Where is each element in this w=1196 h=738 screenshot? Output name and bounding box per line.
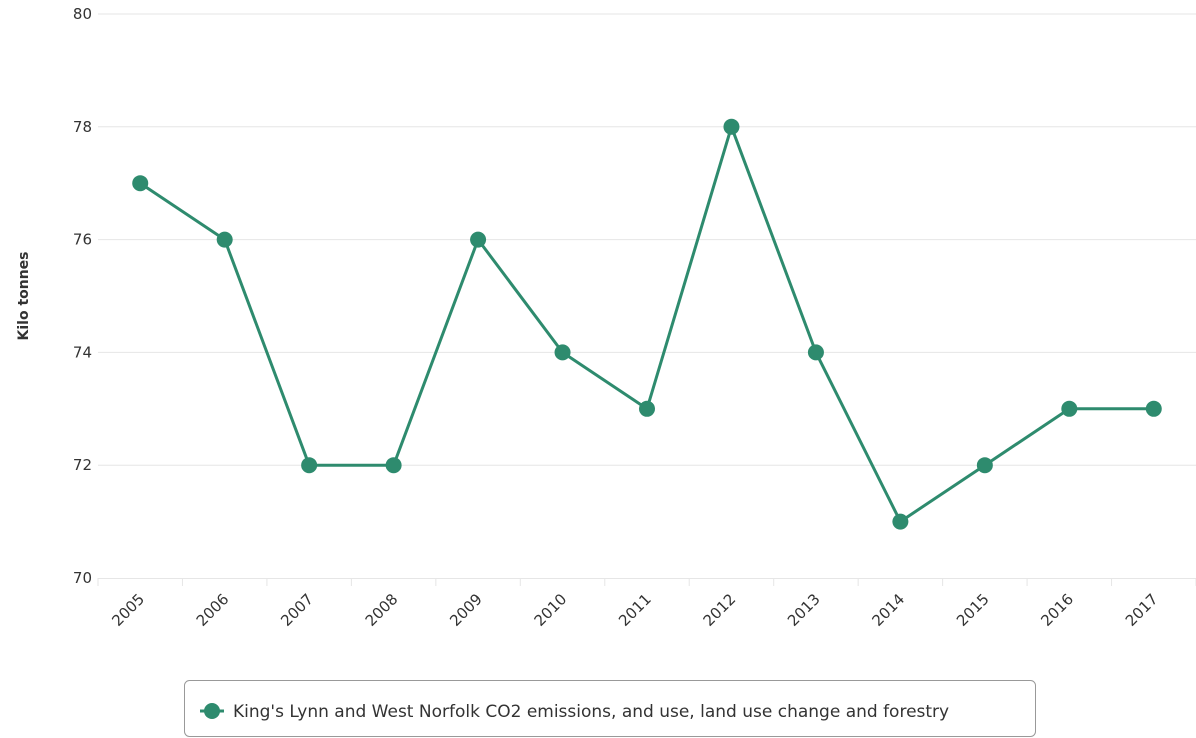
data-point (892, 513, 909, 530)
series-layer (132, 118, 1162, 530)
x-tick-label: 2007 (277, 590, 317, 630)
y-tick-label: 74 (73, 343, 92, 361)
data-point (723, 118, 740, 135)
data-point (1061, 400, 1078, 417)
legend-box (184, 680, 1036, 737)
y-tick-label: 72 (73, 456, 92, 474)
data-point (132, 175, 149, 192)
x-tick-label: 2010 (531, 590, 571, 630)
legend[interactable]: King's Lynn and West Norfolk CO2 emissio… (184, 680, 1036, 737)
y-axis-ticks: 70 72 74 76 78 80 (73, 5, 92, 587)
y-tick-label: 80 (73, 5, 92, 23)
y-tick-label: 76 (73, 231, 92, 249)
data-point (216, 231, 233, 248)
grid-lines (98, 13, 1196, 466)
legend-series-label: King's Lynn and West Norfolk CO2 emissio… (233, 702, 949, 722)
y-tick-label: 78 (73, 118, 92, 136)
x-tick-label: 2014 (868, 590, 908, 630)
x-tick-label: 2013 (784, 590, 824, 630)
data-point (554, 344, 571, 361)
data-point (301, 457, 318, 474)
data-point (1145, 400, 1162, 417)
series-line (138, 125, 1156, 524)
x-tick-label: 2006 (193, 590, 233, 630)
data-point (385, 457, 402, 474)
x-axis-ticks: 2005 2006 2007 2008 2009 2010 2011 2012 2013 2014… (97, 578, 1196, 630)
legend-dot-marker (204, 703, 220, 719)
x-tick-label: 2015 (953, 590, 993, 630)
x-tick-label: 2011 (615, 590, 655, 630)
x-tick-label: 2017 (1122, 590, 1162, 630)
y-axis-title: Kilo tonnes (16, 251, 32, 340)
x-tick-label: 2009 (446, 590, 486, 630)
data-point (470, 231, 487, 248)
data-point (639, 400, 655, 417)
x-tick-label: 2008 (362, 590, 402, 630)
x-tick-label: 2005 (108, 590, 148, 630)
x-tick-label: 2012 (700, 590, 740, 630)
data-point (976, 457, 993, 474)
data-point (807, 344, 824, 361)
y-tick-label: 70 (73, 569, 92, 587)
x-tick-label: 2016 (1037, 590, 1077, 630)
